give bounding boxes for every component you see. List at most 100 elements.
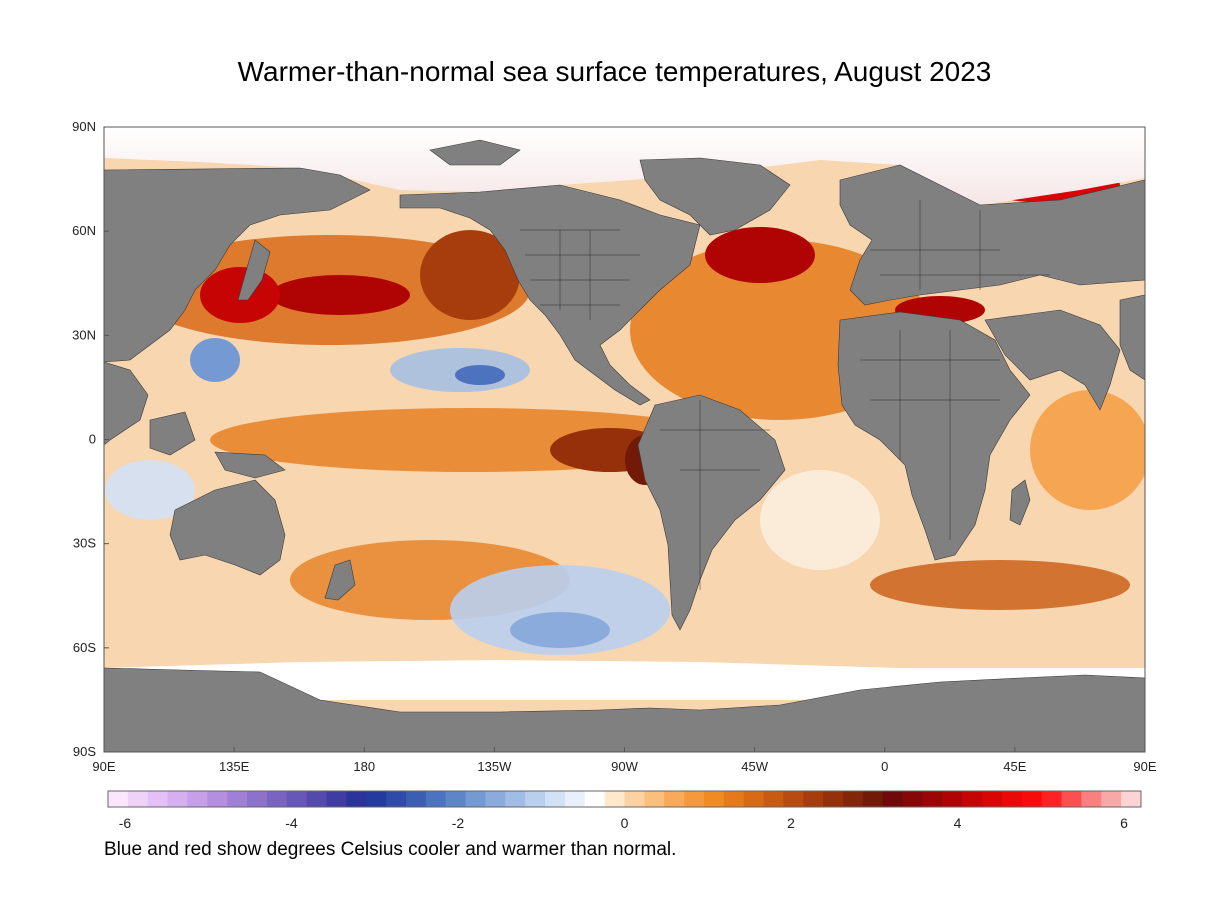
colorbar-swatch	[763, 791, 784, 807]
land-south-america	[637, 394, 786, 631]
longitude-axis: 90E 135E 180 135W 90W 45W 0 45E 90E	[92, 747, 1157, 774]
tasman-cool	[105, 460, 195, 520]
longitude-label: 90W	[611, 759, 638, 774]
land-new-zealand	[324, 559, 356, 601]
colorbar-swatch	[127, 791, 149, 807]
land-north-america	[399, 184, 701, 406]
colorbar-swatch	[882, 791, 904, 807]
arctic-sea-ice	[104, 127, 1145, 205]
colorbar-swatch	[247, 791, 268, 807]
colorbar-swatch	[167, 791, 188, 807]
colorbar-swatch	[624, 791, 645, 807]
colorbar-swatch	[326, 791, 347, 807]
warm-anomalies	[130, 167, 1145, 620]
colorbar: -6 -4 -2 0 2 4 6	[107, 790, 1142, 831]
land-europe	[839, 164, 1145, 306]
colorbar-swatch	[187, 791, 208, 807]
colorbar-swatch	[743, 791, 764, 807]
north-atlantic-hot	[705, 227, 815, 283]
cool-anomalies	[105, 338, 880, 655]
colorbar-swatch	[286, 791, 308, 807]
colorbar-swatch	[306, 791, 327, 807]
longitude-label: 90E	[92, 759, 115, 774]
longitude-label: 90E	[1133, 759, 1156, 774]
colorbar-swatch	[227, 791, 248, 807]
colorbar-swatch	[207, 791, 228, 807]
south-pacific-cool-core	[510, 612, 610, 648]
land-greenland	[639, 157, 791, 236]
longitude-label: 45W	[741, 759, 768, 774]
land-arabia-india	[984, 309, 1121, 411]
colorbar-swatch	[147, 791, 168, 807]
land-japan	[237, 239, 271, 301]
map-title: Warmer-than-normal sea surface temperatu…	[237, 56, 992, 87]
colorbar-swatch	[783, 791, 804, 807]
longitude-label: 135W	[477, 759, 512, 774]
colorbar-swatch	[723, 791, 745, 807]
map-panel	[104, 127, 1145, 752]
colorbar-swatch	[1001, 791, 1023, 807]
colorbar-tick-label: -4	[285, 815, 298, 831]
land-africa	[837, 311, 1031, 561]
south-atlantic-pale	[760, 470, 880, 570]
longitude-label: 45E	[1003, 759, 1026, 774]
latitude-label: 60N	[72, 223, 96, 238]
colorbar-swatch	[445, 791, 466, 807]
political-boundaries	[520, 200, 1050, 590]
colorbar-swatch	[525, 791, 546, 807]
colorbar-swatch	[485, 791, 506, 807]
colorbar-swatch	[1061, 791, 1082, 807]
colorbar-swatch	[108, 791, 129, 807]
colorbar-swatch	[545, 791, 566, 807]
philippine-sea-cool	[190, 338, 240, 382]
colorbar-swatch	[942, 791, 963, 807]
indian-ocean-warm	[1030, 390, 1145, 510]
latitude-label: 90S	[73, 744, 96, 759]
colorbar-swatch	[1121, 791, 1142, 807]
colorbar-swatch	[584, 791, 606, 807]
colorbar-swatch	[564, 791, 586, 807]
colorbar-swatch	[366, 791, 387, 807]
colorbar-swatch	[823, 791, 844, 807]
gulf-of-alaska-warm	[420, 230, 520, 320]
land-south-asia-east	[1119, 294, 1145, 381]
colorbar-swatch	[703, 791, 725, 807]
colorbar-swatch	[803, 791, 824, 807]
south-pacific-cool	[450, 565, 670, 655]
colorbar-tick-label: 2	[787, 815, 795, 831]
land-southeast-asia	[104, 361, 149, 446]
colorbar-swatch	[386, 791, 407, 807]
colorbar-swatch	[604, 791, 625, 807]
colorbar-swatch	[902, 791, 923, 807]
latitude-label: 30N	[72, 327, 96, 342]
north-pacific-hot-core	[270, 275, 410, 315]
land-australia	[169, 479, 286, 576]
latitude-label: 0	[89, 432, 96, 447]
colorbar-swatch	[982, 791, 1003, 807]
colorbar-swatch	[505, 791, 526, 807]
colorbar-swatch	[1021, 791, 1043, 807]
longitude-label: 135E	[219, 759, 250, 774]
latitude-label: 90N	[72, 119, 96, 134]
colorbar-swatch	[405, 791, 427, 807]
land-arctic-islands	[429, 139, 521, 166]
colorbar-swatch	[1081, 791, 1102, 807]
map-caption: Blue and red show degrees Celsius cooler…	[104, 839, 677, 860]
colorbar-swatch	[266, 791, 288, 807]
land-masses	[104, 139, 1145, 752]
colorbar-swatch	[1101, 791, 1122, 807]
colorbar-tick-label: -6	[119, 815, 132, 831]
colorbar-frame	[107, 790, 1142, 808]
colorbar-swatch	[1041, 791, 1062, 807]
southern-ocean-warm	[870, 560, 1130, 610]
colorbar-swatch	[922, 791, 943, 807]
land-asia-east	[104, 167, 371, 363]
latitude-label: 60S	[73, 640, 96, 655]
colorbar-swatch	[962, 791, 983, 807]
colorbar-swatch	[684, 791, 705, 807]
land-antarctica	[104, 667, 1145, 752]
longitude-label: 180	[353, 759, 375, 774]
land-new-guinea	[214, 451, 286, 479]
east-pacific-cool-core	[455, 365, 505, 385]
